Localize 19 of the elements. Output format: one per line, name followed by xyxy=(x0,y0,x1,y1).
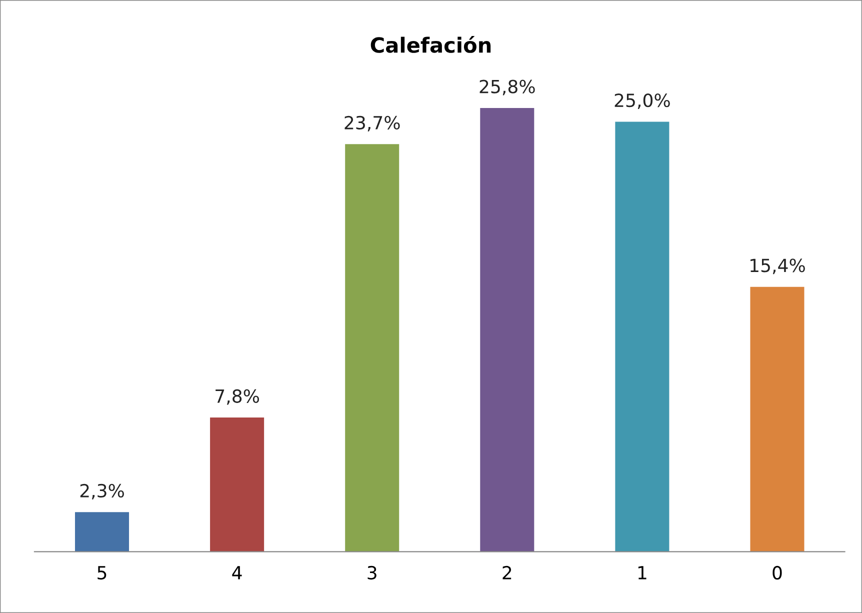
bar xyxy=(750,286,804,552)
data-label: 2,3% xyxy=(80,484,124,500)
x-tick-label: 1 xyxy=(638,566,646,580)
data-label: 7,8% xyxy=(216,389,259,405)
x-tick-label: 5 xyxy=(98,566,106,580)
bar xyxy=(615,122,670,552)
bar xyxy=(74,512,130,552)
chart-title: Calefación xyxy=(370,36,491,53)
x-tick-label: 3 xyxy=(368,566,376,580)
bar xyxy=(480,108,534,552)
data-label: 25,0% xyxy=(614,93,670,109)
x-tick-label: 2 xyxy=(502,566,512,580)
data-label: 23,7% xyxy=(344,116,400,132)
data-label: 25,8% xyxy=(480,80,535,96)
x-tick-label: 4 xyxy=(232,566,242,580)
data-label: 15,4% xyxy=(750,258,805,274)
bar xyxy=(210,418,264,552)
x-tick-label: 0 xyxy=(772,566,782,580)
bar xyxy=(345,144,400,552)
